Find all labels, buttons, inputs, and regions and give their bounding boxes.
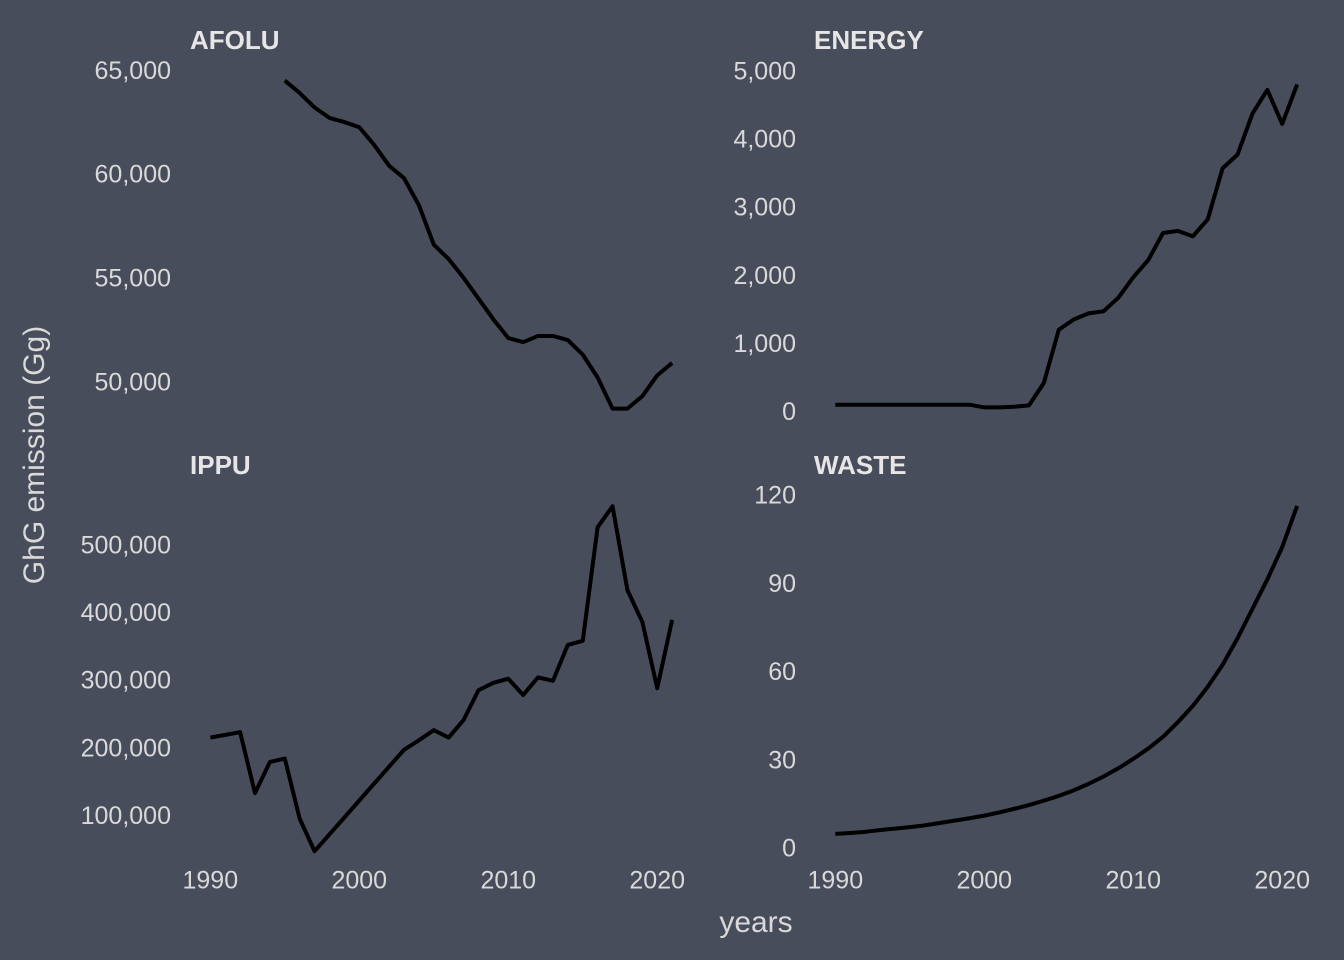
x-tick-label: 2010 — [1105, 867, 1161, 895]
y-tick-label: 2,000 — [733, 262, 796, 290]
x-tick-label: 2020 — [1254, 867, 1310, 895]
y-tick-label: 100,000 — [81, 802, 171, 830]
panel-title: WASTE — [814, 450, 906, 480]
y-tick-label: 60 — [768, 658, 796, 686]
x-tick-label: 2000 — [331, 867, 387, 895]
y-tick-label: 0 — [782, 835, 796, 863]
y-tick-label: 5,000 — [733, 57, 796, 85]
data-line — [209, 504, 675, 854]
y-tick-label: 50,000 — [95, 368, 171, 396]
y-tick-label: 55,000 — [95, 264, 171, 292]
x-tick-label: 1990 — [808, 867, 864, 895]
x-tick-label: 2010 — [480, 867, 536, 895]
y-tick-label: 90 — [768, 570, 796, 598]
y-axis-label: GhG emission (Gg) — [18, 326, 51, 584]
y-tick-label: 120 — [754, 482, 796, 510]
y-tick-label: 400,000 — [81, 599, 171, 627]
x-tick-label: 1990 — [183, 867, 239, 895]
y-tick-label: 500,000 — [81, 531, 171, 559]
x-axis-label: years — [719, 906, 792, 939]
y-tick-label: 200,000 — [81, 734, 171, 762]
x-tick-label: 2020 — [629, 867, 685, 895]
y-tick-label: 300,000 — [81, 667, 171, 695]
y-tick-label: 4,000 — [733, 126, 796, 154]
x-tick-label: 2000 — [956, 867, 1012, 895]
y-tick-label: 60,000 — [95, 161, 171, 189]
data-line — [283, 79, 674, 411]
y-tick-label: 3,000 — [733, 194, 796, 222]
y-tick-label: 1,000 — [733, 330, 796, 358]
panel-title: IPPU — [190, 450, 251, 480]
y-tick-label: 0 — [782, 398, 796, 426]
data-line — [835, 83, 1299, 410]
panel-title: ENERGY — [814, 25, 924, 55]
data-line — [835, 505, 1300, 836]
y-tick-label: 65,000 — [95, 57, 171, 85]
y-tick-label: 30 — [768, 746, 796, 774]
panel-title: AFOLU — [190, 25, 280, 55]
